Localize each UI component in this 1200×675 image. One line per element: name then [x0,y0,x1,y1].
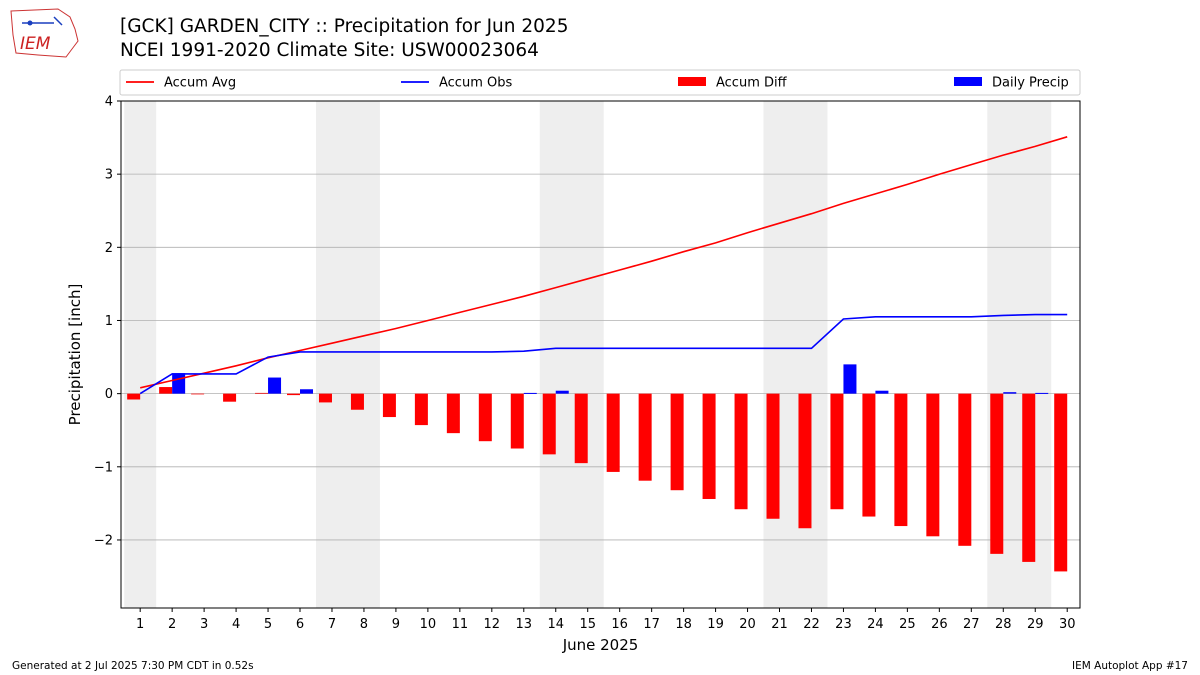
legend-label: Daily Precip [992,76,1069,91]
accum-diff-bar [606,393,620,472]
accum-diff-bar [191,393,205,395]
x-tick-label: 30 [1059,617,1076,632]
x-axis-label: June 2025 [562,636,639,654]
iem-logo: IEM [10,8,79,58]
legend-label: Accum Obs [439,76,512,91]
x-tick-label: 1 [136,617,144,632]
accum-diff-bar [798,393,812,529]
accum-diff-bar [1022,393,1036,562]
x-tick-label: 19 [707,617,724,632]
x-tick-label: 21 [771,617,788,632]
accum-diff-bar [830,393,844,510]
accum-diff-bar [734,393,748,510]
y-tick-label: −1 [94,460,113,475]
x-tick-label: 17 [643,617,660,632]
x-tick-label: 20 [739,617,756,632]
x-tick-label: 27 [963,617,980,632]
accum-diff-bar [574,393,588,464]
daily-precip-bar [555,390,569,394]
weekend-shade [315,101,380,608]
accum-diff-bar [127,393,141,400]
x-tick-label: 8 [360,617,368,632]
accum-diff-bar [766,393,780,519]
x-tick-label: 24 [867,617,884,632]
x-tick-label: 16 [611,617,628,632]
legend-swatch [678,77,706,86]
x-tick-label: 13 [516,617,533,632]
daily-precip-bar [843,364,857,394]
accum-diff-bar [446,393,460,434]
x-tick-label: 11 [452,617,469,632]
legend-swatch [954,77,982,86]
accum-diff-bar [862,393,876,517]
y-tick-label: 0 [105,387,113,402]
x-tick-label: 12 [484,617,501,632]
y-tick-label: 3 [105,168,113,183]
x-tick-label: 5 [264,617,272,632]
x-tick-label: 3 [200,617,208,632]
y-tick-label: 2 [105,241,113,256]
accum-diff-bar [478,393,492,442]
accum-diff-bar [702,393,716,499]
accum-diff-bar [638,393,652,481]
accum-avg-line [140,136,1068,389]
accum-diff-bar [1054,393,1068,572]
legend-box [119,69,1081,96]
accum-diff-bar [958,393,972,546]
weekend-shade [763,101,828,608]
x-tick-label: 15 [579,617,596,632]
accum-obs-line [139,313,1068,395]
legend-label: Accum Diff [716,76,788,91]
x-tick-label: 25 [899,617,916,632]
x-tick-label: 7 [328,617,336,632]
generated-footer: Generated at 2 Jul 2025 7:30 PM CDT in 0… [12,660,254,672]
chart-subtitle: NCEI 1991-2020 Climate Site: USW00023064 [120,40,539,61]
accum-diff-bar [255,392,269,394]
daily-precip-bar [523,392,537,394]
y-axis-label: Precipitation [inch] [66,284,84,426]
accum-diff-bar [223,393,237,402]
daily-precip-bar [1003,392,1017,394]
accum-diff-bar [382,393,396,418]
y-tick-label: 1 [105,314,113,329]
x-tick-label: 18 [675,617,692,632]
daily-precip-bar [300,389,314,394]
daily-precip-bar [172,373,186,394]
plot-frame [120,100,1081,609]
weekend-shade [124,101,157,608]
x-tick-label: 28 [995,617,1012,632]
accum-diff-bar [159,387,173,394]
accum-diff-bar [990,393,1004,554]
accum-diff-bar [287,393,301,396]
accum-diff-bar [510,393,524,449]
logo-text: IEM [20,34,51,54]
x-tick-label: 14 [547,617,564,632]
accum-diff-bar [414,393,428,426]
legend-label: Accum Avg [164,76,236,91]
chart-title: [GCK] GARDEN_CITY :: Precipitation for J… [120,16,569,37]
x-tick-label: 6 [296,617,304,632]
y-tick-label: −2 [94,533,113,548]
x-tick-label: 29 [1027,617,1044,632]
accum-diff-bar [318,393,332,403]
app-footer: IEM Autoplot App #17 [1072,660,1188,672]
x-tick-label: 10 [420,617,437,632]
accum-diff-bar [926,393,940,537]
accum-diff-bar [670,393,684,491]
weekend-shade [539,101,604,608]
x-tick-label: 2 [168,617,176,632]
x-tick-label: 9 [392,617,400,632]
daily-precip-bar [1035,392,1049,394]
accum-diff-bar [894,393,908,527]
y-tick-label: 4 [105,95,113,110]
x-tick-label: 4 [232,617,240,632]
x-tick-label: 23 [835,617,852,632]
accum-diff-bar [542,393,556,455]
accum-diff-bar [350,393,364,410]
x-tick-label: 22 [803,617,820,632]
daily-precip-bar [268,377,282,394]
daily-precip-bar [875,390,889,394]
x-tick-label: 26 [931,617,948,632]
